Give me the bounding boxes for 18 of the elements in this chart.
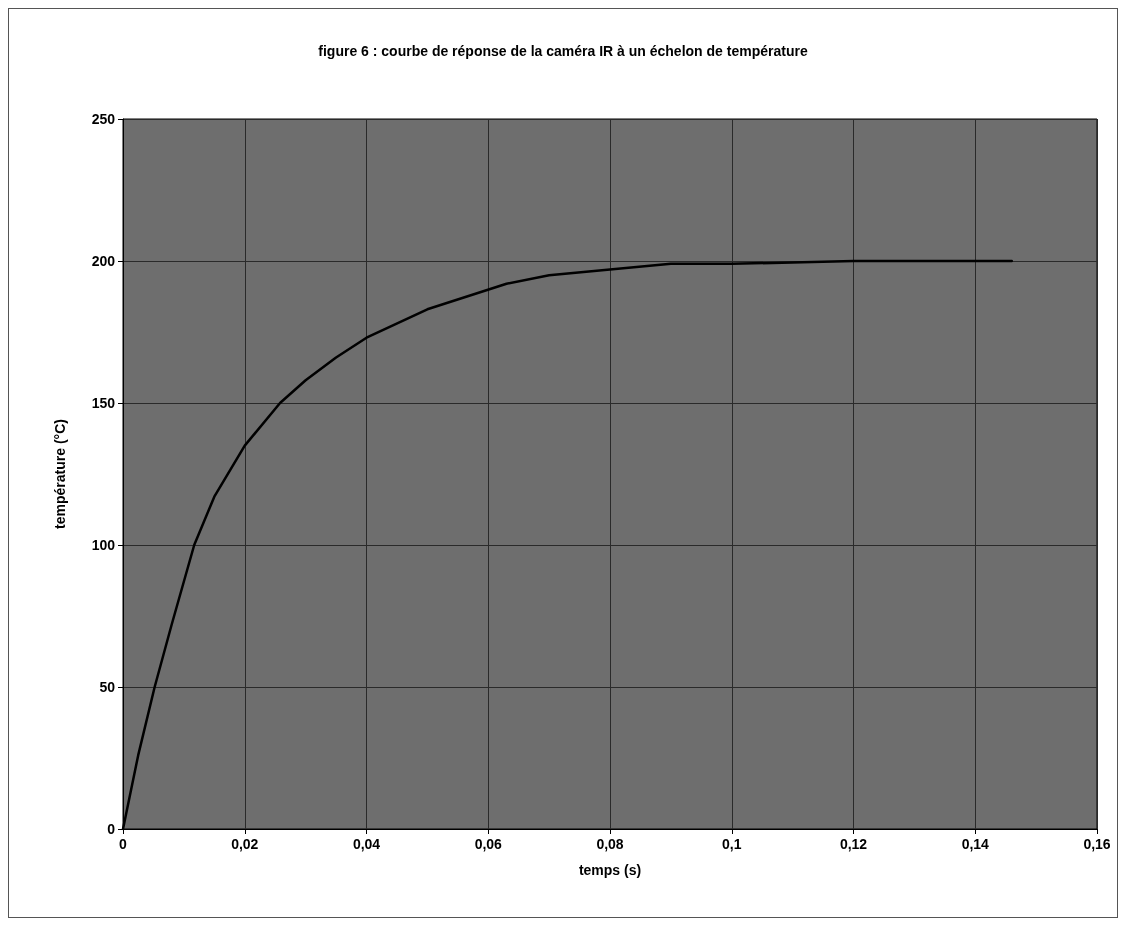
y-tick-label: 50 [99,679,116,695]
x-tick-label: 0,12 [839,836,868,852]
y-tick-label: 0 [107,821,116,837]
y-tick-label: 200 [91,253,116,269]
x-tick-label: 0,14 [961,836,990,852]
x-tick-label: 0,02 [231,836,259,852]
x-tick-label: 0,16 [1083,836,1111,852]
x-tick-label: 0 [119,836,128,852]
y-tick-label: 250 [91,111,116,127]
x-tick-label: 0,04 [352,836,381,852]
x-tick-label: 0,06 [474,836,503,852]
x-axis-title: temps (s) [578,862,642,878]
y-tick-label: 150 [91,395,116,411]
chart-title: figure 6 : courbe de réponse de la caméra IR à un échelon de température [318,43,808,59]
y-axis-title: température (°C) [52,419,68,529]
x-tick-label: 0,08 [596,836,624,852]
y-tick-label: 100 [91,537,116,553]
x-tick-label: 0,1 [722,836,742,852]
